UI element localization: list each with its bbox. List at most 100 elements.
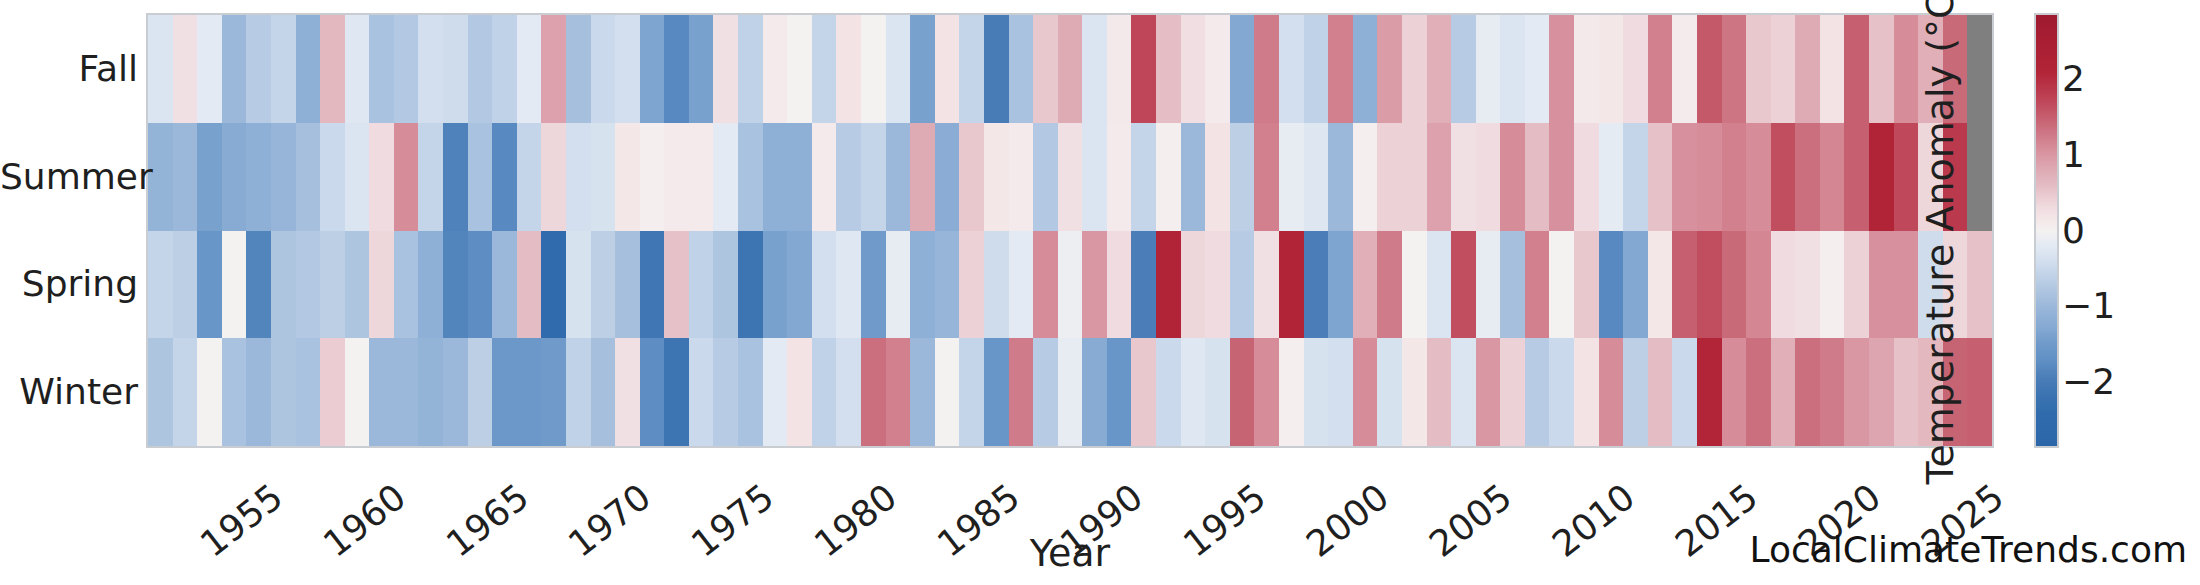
heatmap-cell <box>369 15 394 123</box>
heatmap-cell <box>664 338 689 446</box>
heatmap-cell <box>1328 123 1353 231</box>
heatmap-cell <box>935 338 960 446</box>
heatmap-cell <box>222 338 247 446</box>
heatmap-cell <box>787 338 812 446</box>
heatmap-cell <box>1500 231 1525 339</box>
heatmap-cell <box>640 123 665 231</box>
heatmap-cell <box>1107 231 1132 339</box>
source-watermark: LocalClimateTrends.com <box>1750 529 2187 570</box>
heatmap-cell <box>1672 338 1697 446</box>
heatmap-cell <box>1058 123 1083 231</box>
heatmap-cell <box>1500 338 1525 446</box>
heatmap-cell <box>984 338 1009 446</box>
heatmap-cell <box>541 338 566 446</box>
heatmap-cell <box>1205 231 1230 339</box>
x-tick-1970: 1970 <box>547 476 659 576</box>
heatmap-cell <box>541 231 566 339</box>
heatmap-cell <box>394 338 419 446</box>
heatmap-cell <box>1377 123 1402 231</box>
heatmap-cell <box>222 231 247 339</box>
heatmap-cell <box>1672 15 1697 123</box>
heatmap-cell <box>1131 231 1156 339</box>
heatmap-cell <box>1230 338 1255 446</box>
heatmap-cell <box>591 231 616 339</box>
heatmap-cell <box>1402 231 1427 339</box>
x-tick-2000: 2000 <box>1284 476 1396 576</box>
heatmap-cell <box>222 15 247 123</box>
heatmap-cell <box>173 338 198 446</box>
heatmap-cell <box>369 338 394 446</box>
heatmap-cell <box>1205 123 1230 231</box>
heatmap-cell <box>1427 338 1452 446</box>
heatmap-cell <box>320 15 345 123</box>
heatmap-cell <box>1476 123 1501 231</box>
heatmap-cell <box>1279 338 1304 446</box>
heatmap-cell <box>738 338 763 446</box>
heatmap-cell <box>1377 231 1402 339</box>
x-tick-2010: 2010 <box>1530 476 1642 576</box>
heatmap-cell <box>1599 15 1624 123</box>
heatmap-cell <box>468 231 493 339</box>
heatmap-cell <box>1623 231 1648 339</box>
heatmap-cell <box>763 123 788 231</box>
heatmap-cell <box>591 15 616 123</box>
heatmap-cell <box>320 338 345 446</box>
heatmap-cell <box>320 123 345 231</box>
heatmap-cell <box>1549 231 1574 339</box>
heatmap-cell <box>910 15 935 123</box>
x-axis-title: Year <box>1000 531 1140 575</box>
heatmap-cell <box>1894 231 1919 339</box>
heatmap-cell <box>1697 15 1722 123</box>
heatmap-cell <box>1869 338 1894 446</box>
heatmap-cell <box>1771 231 1796 339</box>
colorbar-tick-2: 2 <box>2062 61 2132 97</box>
heatmap-cell <box>1058 231 1083 339</box>
heatmap-cell <box>1697 231 1722 339</box>
heatmap-cell <box>886 338 911 446</box>
heatmap-cell <box>1869 123 1894 231</box>
heatmap-cell <box>763 15 788 123</box>
heatmap-cell <box>443 338 468 446</box>
heatmap-cell <box>1131 338 1156 446</box>
heatmap-cell <box>1451 15 1476 123</box>
heatmap-cell <box>1427 15 1452 123</box>
heatmap-cell <box>1156 231 1181 339</box>
heatmap-cell <box>861 231 886 339</box>
heatmap-cell <box>1795 231 1820 339</box>
heatmap-cell <box>1574 15 1599 123</box>
heatmap-cell <box>1009 123 1034 231</box>
heatmap-cell <box>1648 231 1673 339</box>
heatmap-cell <box>836 338 861 446</box>
heatmap-cell <box>418 15 443 123</box>
heatmap-cell <box>1377 15 1402 123</box>
heatmap-plot-area <box>148 15 1992 446</box>
heatmap-cell <box>959 123 984 231</box>
heatmap-cell <box>1181 338 1206 446</box>
heatmap-cell <box>345 15 370 123</box>
heatmap-cell <box>345 231 370 339</box>
heatmap-cell <box>1476 338 1501 446</box>
heatmap-cell <box>1205 15 1230 123</box>
heatmap-cell <box>1525 123 1550 231</box>
heatmap-cell <box>541 15 566 123</box>
heatmap-cell <box>1107 123 1132 231</box>
colorbar-tick-0: 0 <box>2062 213 2132 249</box>
heatmap-cell <box>615 231 640 339</box>
heatmap-cell <box>1525 15 1550 123</box>
heatmap-cell <box>1402 123 1427 231</box>
heatmap-cell <box>492 123 517 231</box>
heatmap-cell <box>1181 123 1206 231</box>
colorbar-tick--1: −1 <box>2062 288 2132 324</box>
heatmap-cell <box>787 231 812 339</box>
heatmap-cell <box>492 15 517 123</box>
heatmap-cell <box>935 231 960 339</box>
x-tick-1975: 1975 <box>670 476 782 576</box>
heatmap-cell <box>910 338 935 446</box>
x-tick-2005: 2005 <box>1407 476 1519 576</box>
heatmap-cell <box>713 15 738 123</box>
heatmap-cell <box>713 231 738 339</box>
heatmap-cell <box>246 123 271 231</box>
heatmap-cell <box>1574 231 1599 339</box>
heatmap-cell <box>1451 338 1476 446</box>
heatmap-cell <box>296 123 321 231</box>
